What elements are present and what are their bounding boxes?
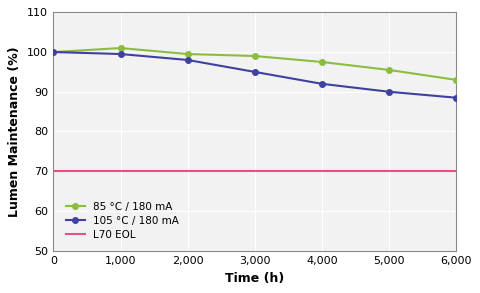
L70 EOL (50, 169, 56, 173)
L70 EOL (50, 169, 56, 173)
85 °C / 180 mA (118, 46, 123, 50)
85 °C / 180 mA (185, 52, 191, 56)
105 °C / 180 mA (118, 52, 123, 56)
85 °C / 180 mA (386, 68, 392, 72)
Line: 105 °C / 180 mA: 105 °C / 180 mA (51, 49, 459, 100)
105 °C / 180 mA (50, 50, 56, 54)
85 °C / 180 mA (453, 78, 459, 81)
X-axis label: Time (h): Time (h) (225, 272, 284, 285)
105 °C / 180 mA (319, 82, 324, 86)
Y-axis label: Lumen Maintenance (%): Lumen Maintenance (%) (8, 46, 21, 217)
Line: 85 °C / 180 mA: 85 °C / 180 mA (51, 45, 459, 83)
105 °C / 180 mA (386, 90, 392, 93)
105 °C / 180 mA (453, 96, 459, 99)
85 °C / 180 mA (252, 54, 258, 58)
85 °C / 180 mA (50, 50, 56, 54)
85 °C / 180 mA (319, 60, 324, 64)
Legend: 85 °C / 180 mA, 105 °C / 180 mA, L70 EOL: 85 °C / 180 mA, 105 °C / 180 mA, L70 EOL (63, 198, 182, 243)
105 °C / 180 mA (252, 70, 258, 74)
105 °C / 180 mA (185, 58, 191, 62)
